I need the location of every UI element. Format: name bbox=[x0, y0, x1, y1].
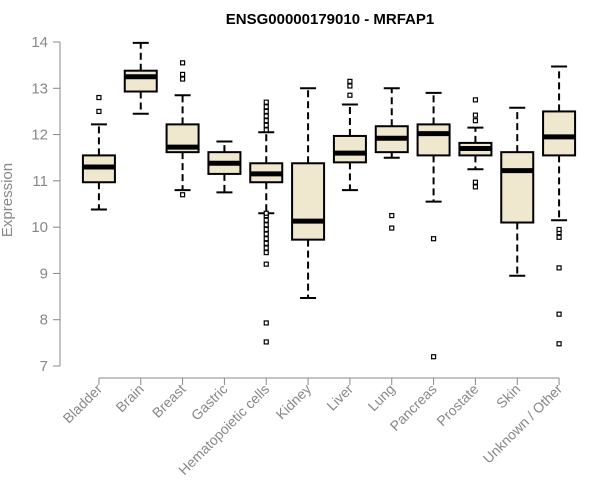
iqr-box bbox=[542, 110, 577, 157]
box-2 bbox=[165, 60, 200, 198]
box-1 bbox=[123, 41, 158, 115]
outlier-point bbox=[263, 210, 269, 216]
outlier-point bbox=[430, 354, 437, 360]
box-0 bbox=[81, 94, 116, 211]
chart-title: ENSG00000179010 - MRFAP1 bbox=[226, 11, 434, 28]
outlier-point bbox=[263, 108, 269, 115]
boxes-group bbox=[81, 41, 577, 360]
x-tick-label: Breast bbox=[149, 381, 189, 421]
y-axis: 7 8 9 10 11 12 13 14 bbox=[31, 34, 61, 375]
outlier-point bbox=[263, 240, 269, 246]
iqr-box bbox=[291, 162, 326, 241]
y-tick-label: 9 bbox=[40, 265, 48, 282]
outlier-point bbox=[263, 320, 269, 326]
x-tick-label: Lung bbox=[365, 381, 398, 414]
outlier-point bbox=[263, 217, 269, 223]
x-tick-label: Brain bbox=[112, 381, 146, 415]
outlier-point bbox=[263, 245, 269, 251]
outlier-point bbox=[263, 222, 269, 228]
outlier-point bbox=[179, 192, 186, 198]
outlier-point bbox=[347, 92, 353, 98]
outlier-point bbox=[472, 118, 479, 124]
y-axis-label: Expression bbox=[0, 163, 16, 237]
outlier-point bbox=[179, 60, 186, 66]
x-tick-label: Unknown / Other bbox=[480, 381, 566, 467]
outlier-point bbox=[556, 341, 562, 347]
x-tick-label: Skin bbox=[493, 381, 524, 412]
outlier-point bbox=[263, 250, 269, 256]
y-tick-label: 11 bbox=[32, 173, 48, 190]
outlier-point bbox=[263, 113, 269, 119]
y-tick-label: 14 bbox=[31, 34, 48, 51]
outlier-point bbox=[472, 179, 479, 185]
box-11 bbox=[542, 65, 577, 347]
iqr-box bbox=[500, 151, 535, 224]
outlier-point bbox=[263, 118, 269, 124]
y-tick-label: 7 bbox=[40, 358, 48, 375]
outlier-point bbox=[472, 97, 479, 103]
iqr-box bbox=[416, 123, 451, 157]
iqr-box bbox=[123, 69, 158, 93]
outlier-point bbox=[472, 112, 479, 118]
outlier-point bbox=[556, 265, 562, 271]
y-tick-label: 10 bbox=[31, 219, 48, 236]
y-tick-label: 12 bbox=[31, 127, 48, 144]
outlier-point bbox=[347, 78, 353, 84]
outlier-point bbox=[263, 339, 269, 345]
y-tick-label: 13 bbox=[31, 80, 48, 97]
box-10 bbox=[500, 106, 535, 277]
outlier-point bbox=[263, 122, 269, 128]
x-tick-label: Bladder bbox=[60, 381, 106, 427]
outlier-point bbox=[556, 311, 562, 317]
outlier-point bbox=[263, 226, 269, 233]
outlier-point bbox=[179, 71, 186, 78]
x-tick-label: Pancreas bbox=[387, 381, 440, 434]
outlier-point bbox=[347, 83, 353, 89]
outlier-point bbox=[179, 76, 186, 82]
y-tick-label: 8 bbox=[40, 312, 48, 329]
box-3 bbox=[207, 140, 242, 194]
outlier-point bbox=[263, 127, 269, 133]
box-6 bbox=[332, 78, 367, 192]
box-7 bbox=[374, 87, 409, 231]
outlier-point bbox=[263, 236, 269, 242]
outlier-point bbox=[263, 231, 269, 237]
outlier-point bbox=[389, 225, 395, 231]
box-8 bbox=[416, 91, 451, 360]
outlier-point bbox=[556, 234, 562, 240]
outlier-point bbox=[556, 226, 562, 233]
outlier-point bbox=[263, 261, 269, 267]
x-tick-label: Prostate bbox=[433, 381, 481, 429]
box-4 bbox=[249, 99, 284, 345]
x-tick-label: Liver bbox=[323, 381, 356, 414]
outlier-point bbox=[96, 108, 102, 115]
box-9 bbox=[458, 97, 493, 190]
outlier-point bbox=[430, 236, 437, 242]
outlier-point bbox=[389, 212, 395, 219]
outlier-point bbox=[96, 94, 102, 101]
iqr-box bbox=[332, 134, 367, 164]
outlier-point bbox=[263, 104, 269, 110]
outlier-point bbox=[263, 99, 269, 105]
x-tick-label: Kidney bbox=[273, 381, 315, 423]
outlier-point bbox=[472, 184, 479, 190]
box-5 bbox=[291, 87, 326, 299]
